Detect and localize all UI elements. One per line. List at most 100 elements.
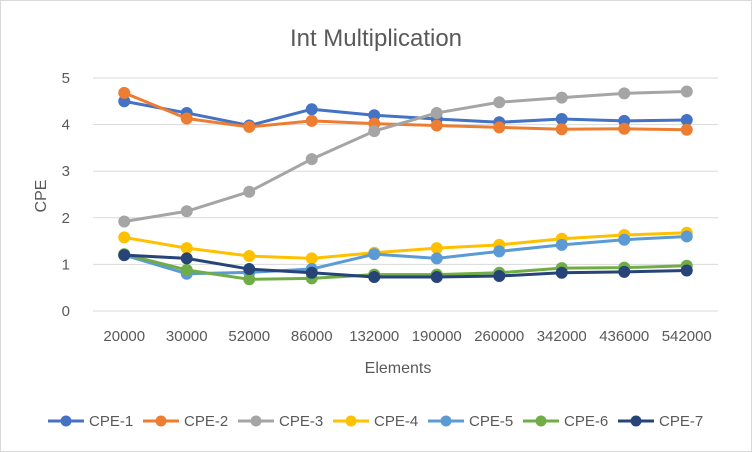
- x-tick-52000: 52000: [228, 328, 270, 345]
- data-point-cpe-3-132000: [368, 125, 381, 138]
- legend-label: CPE-5: [469, 413, 513, 430]
- legend-swatch-marker: [440, 415, 452, 427]
- series-cpe-2: [118, 86, 693, 136]
- data-point-cpe-3-260000: [493, 96, 506, 109]
- series-line-cpe-2: [123, 91, 687, 132]
- legend-label: CPE-3: [279, 413, 323, 430]
- x-axis-label: Elements: [365, 360, 432, 377]
- series-line-cpe-6: [123, 252, 687, 281]
- data-point-cpe-3-30000: [180, 205, 193, 218]
- x-tick-436000: 436000: [599, 328, 649, 345]
- x-tick-30000: 30000: [166, 328, 208, 345]
- data-point-cpe-2-342000: [555, 123, 568, 136]
- legend-item-cpe-6: CPE-6: [523, 413, 608, 430]
- series-cpe-7: [118, 249, 693, 283]
- data-point-cpe-7-30000: [180, 252, 193, 265]
- data-point-cpe-7-260000: [493, 270, 506, 283]
- x-tick-86000: 86000: [291, 328, 333, 345]
- legend-item-cpe-3: CPE-3: [238, 413, 323, 430]
- data-point-cpe-4-86000: [305, 252, 318, 265]
- series-line-cpe-7: [124, 253, 687, 279]
- series-line-cpe-4: [123, 231, 687, 260]
- legend-label: CPE-1: [89, 413, 133, 430]
- data-point-cpe-2-190000: [430, 119, 443, 132]
- data-point-cpe-2-436000: [618, 122, 631, 135]
- data-point-cpe-1-342000: [555, 113, 568, 126]
- x-tick-20000: 20000: [103, 328, 145, 345]
- legend: CPE-1 CPE-2 CPE-3 CPE-4 CPE-5 CPE-6 CPE-7: [48, 413, 703, 430]
- x-tick-132000: 132000: [349, 328, 399, 345]
- x-tick-342000: 342000: [537, 328, 587, 345]
- data-point-cpe-7-20000: [118, 249, 131, 262]
- legend-swatch-marker: [60, 415, 72, 427]
- series-group: [118, 85, 693, 286]
- legend-item-cpe-4: CPE-4: [333, 413, 418, 430]
- y-tick-3: 3: [62, 163, 70, 180]
- data-point-cpe-5-190000: [430, 252, 443, 265]
- data-point-cpe-4-52000: [243, 250, 256, 263]
- data-point-cpe-2-260000: [493, 121, 506, 134]
- x-tick-190000: 190000: [412, 328, 462, 345]
- data-point-cpe-7-132000: [368, 270, 381, 283]
- series-cpe-3: [118, 85, 693, 228]
- data-point-cpe-3-20000: [118, 215, 131, 228]
- data-point-cpe-5-542000: [680, 230, 693, 243]
- data-point-cpe-5-342000: [555, 238, 568, 251]
- series-cpe-4: [118, 226, 693, 265]
- data-point-cpe-6-30000: [180, 263, 193, 276]
- legend-label: CPE-7: [659, 413, 703, 430]
- data-point-cpe-4-190000: [430, 242, 443, 255]
- y-tick-5: 5: [62, 70, 70, 87]
- y-tick-labels: 0 1 2 3 4 5: [62, 70, 70, 320]
- legend-label: CPE-2: [184, 413, 228, 430]
- chart-title: Int Multiplication: [290, 25, 462, 52]
- data-point-cpe-2-86000: [305, 114, 318, 127]
- data-point-cpe-3-342000: [555, 91, 568, 104]
- y-axis-label: CPE: [33, 180, 50, 213]
- y-tick-4: 4: [62, 117, 70, 134]
- legend-swatch-marker: [345, 415, 357, 427]
- legend-item-cpe-5: CPE-5: [428, 413, 513, 430]
- data-point-cpe-7-52000: [243, 263, 256, 276]
- data-point-cpe-7-190000: [430, 270, 443, 283]
- legend-swatch-marker: [535, 415, 547, 427]
- series-line-cpe-1: [123, 99, 687, 128]
- series-line-cpe-5: [123, 234, 687, 276]
- legend-swatch-marker: [250, 415, 262, 427]
- data-point-cpe-5-436000: [618, 233, 631, 246]
- x-tick-542000: 542000: [662, 328, 712, 345]
- y-tick-1: 1: [62, 256, 70, 273]
- data-point-cpe-3-52000: [243, 185, 256, 198]
- legend-item-cpe-7: CPE-7: [618, 413, 703, 430]
- data-point-cpe-4-20000: [118, 231, 131, 244]
- data-point-cpe-2-20000: [118, 86, 131, 99]
- data-point-cpe-2-542000: [680, 123, 693, 136]
- data-point-cpe-7-542000: [680, 264, 693, 277]
- data-point-cpe-5-132000: [368, 248, 381, 261]
- series-cpe-6: [118, 248, 693, 286]
- data-point-cpe-3-190000: [430, 106, 443, 119]
- data-point-cpe-7-436000: [618, 265, 631, 278]
- data-point-cpe-7-342000: [555, 266, 568, 279]
- data-point-cpe-3-86000: [305, 153, 318, 166]
- y-tick-2: 2: [62, 210, 70, 227]
- data-point-cpe-2-30000: [180, 112, 193, 125]
- legend-item-cpe-2: CPE-2: [143, 413, 228, 430]
- x-tick-labels: 20000 30000 52000 86000 132000 190000 260000 34…: [103, 328, 711, 345]
- legend-label: CPE-6: [564, 413, 608, 430]
- data-point-cpe-3-436000: [618, 87, 631, 100]
- data-point-cpe-7-86000: [305, 266, 318, 279]
- data-point-cpe-1-86000: [305, 103, 318, 116]
- legend-swatch-marker: [155, 415, 167, 427]
- legend-label: CPE-4: [374, 413, 418, 430]
- data-point-cpe-2-52000: [243, 120, 256, 133]
- data-point-cpe-6-52000: [243, 273, 256, 286]
- data-point-cpe-3-542000: [680, 85, 693, 98]
- data-point-cpe-5-260000: [493, 245, 506, 258]
- data-point-cpe-4-30000: [180, 242, 193, 255]
- y-tick-0: 0: [62, 303, 70, 320]
- legend-item-cpe-1: CPE-1: [48, 413, 133, 430]
- legend-swatch-marker: [630, 415, 642, 427]
- x-tick-260000: 260000: [474, 328, 524, 345]
- series-line-cpe-3: [124, 90, 687, 224]
